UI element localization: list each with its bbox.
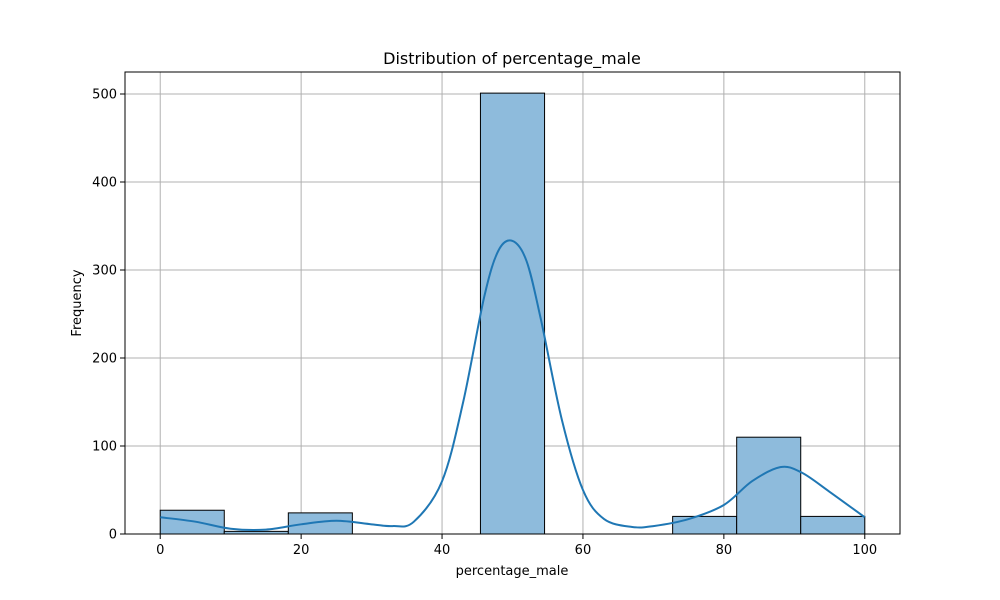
y-axis-label: Frequency [70, 269, 85, 336]
histogram-bar [800, 515, 866, 535]
y-tick-label: 100 [92, 440, 117, 455]
chart-title: Distribution of percentage_male [383, 49, 641, 69]
x-tick-label: 60 [575, 543, 592, 558]
y-tick-label: 200 [92, 352, 117, 367]
y-tick-label: 0 [109, 528, 117, 543]
y-axis-ticks: 0 100 200 300 400 500 [92, 88, 125, 543]
plot-area [124, 71, 901, 535]
y-tick-label: 400 [92, 176, 117, 191]
histogram-bar [736, 436, 802, 535]
histogram-bar [672, 515, 738, 535]
histogram-bars [159, 92, 866, 535]
kde-curve [160, 239, 866, 531]
x-tick-label: 100 [852, 543, 877, 558]
x-tick-label: 40 [434, 543, 451, 558]
x-axis-ticks: 0 20 40 60 80 100 [156, 534, 877, 558]
histogram-bar [479, 92, 546, 535]
x-axis-label: percentage_male [456, 564, 569, 579]
histogram-bar [287, 512, 353, 535]
x-tick-label: 20 [293, 543, 310, 558]
x-tick-label: 80 [716, 543, 733, 558]
x-tick-label: 0 [156, 543, 164, 558]
y-tick-label: 300 [92, 264, 117, 279]
y-tick-label: 500 [92, 88, 117, 103]
